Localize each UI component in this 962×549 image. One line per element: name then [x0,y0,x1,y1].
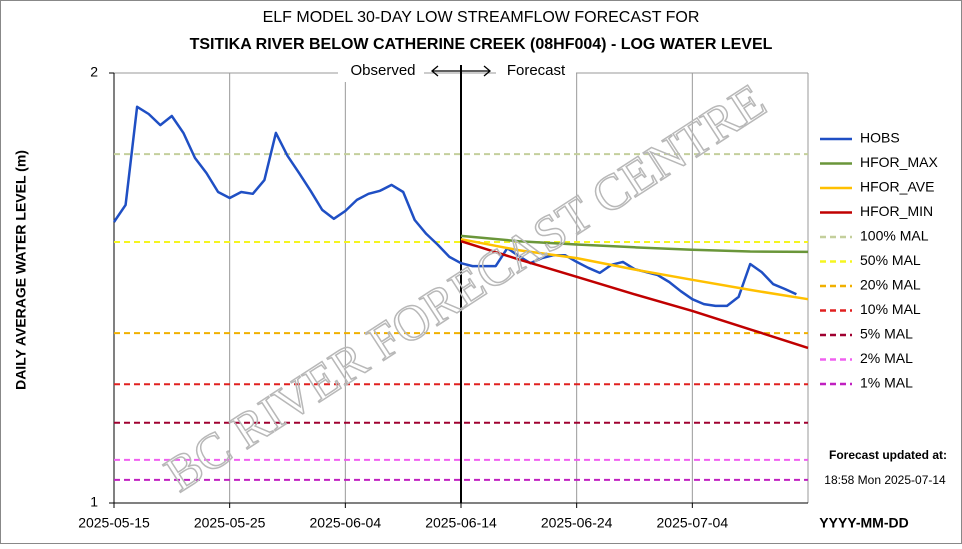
x-tick-label: 2025-06-14 [425,515,497,531]
label-bg [496,62,576,82]
legend-label: 1% MAL [860,375,913,391]
legend-label: 2% MAL [860,350,913,366]
updated-time: 18:58 Mon 2025-07-14 [824,473,946,487]
legend-label: HFOR_MIN [860,203,933,219]
legend-label: 10% MAL [860,301,921,317]
series-line [460,240,809,350]
x-axis-label: YYYY-MM-DD [819,515,908,531]
x-tick-label: 2025-07-04 [657,515,729,531]
y-tick-label: 1 [90,494,98,510]
legend-label: HOBS [860,130,900,146]
legend-label: 50% MAL [860,252,921,268]
forecast-label: Forecast [507,62,566,79]
series-line [460,234,809,254]
series-line [112,105,797,308]
y-tick-label: 2 [90,64,98,80]
chart-subtitle: TSITIKA RIVER BELOW CATHERINE CREEK (08H… [190,36,773,53]
x-tick-label: 2025-05-25 [194,515,266,531]
legend-label: 20% MAL [860,277,921,293]
x-tick-label: 2025-06-04 [310,515,382,531]
legend-label: HFOR_AVE [860,179,934,195]
x-tick-label: 2025-05-15 [78,515,150,531]
series-line [460,237,809,301]
legend-label: 100% MAL [860,228,929,244]
chart-title: ELF MODEL 30-DAY LOW STREAMFLOW FORECAST… [263,9,700,26]
observed-label: Observed [350,62,415,79]
arrows [430,65,492,77]
label-bg [338,62,424,82]
plot-area: 2025-05-15 2025-05-25 2025-06-04 2025-06-14… [78,64,809,531]
updated-label: Forecast updated at: [829,448,947,462]
legend-label: 5% MAL [860,326,913,342]
y-axis-label: DAILY AVERAGE WATER LEVEL (m) [13,150,29,390]
legend-label: HFOR_MAX [860,154,938,170]
x-tick-label: 2025-06-24 [541,515,613,531]
